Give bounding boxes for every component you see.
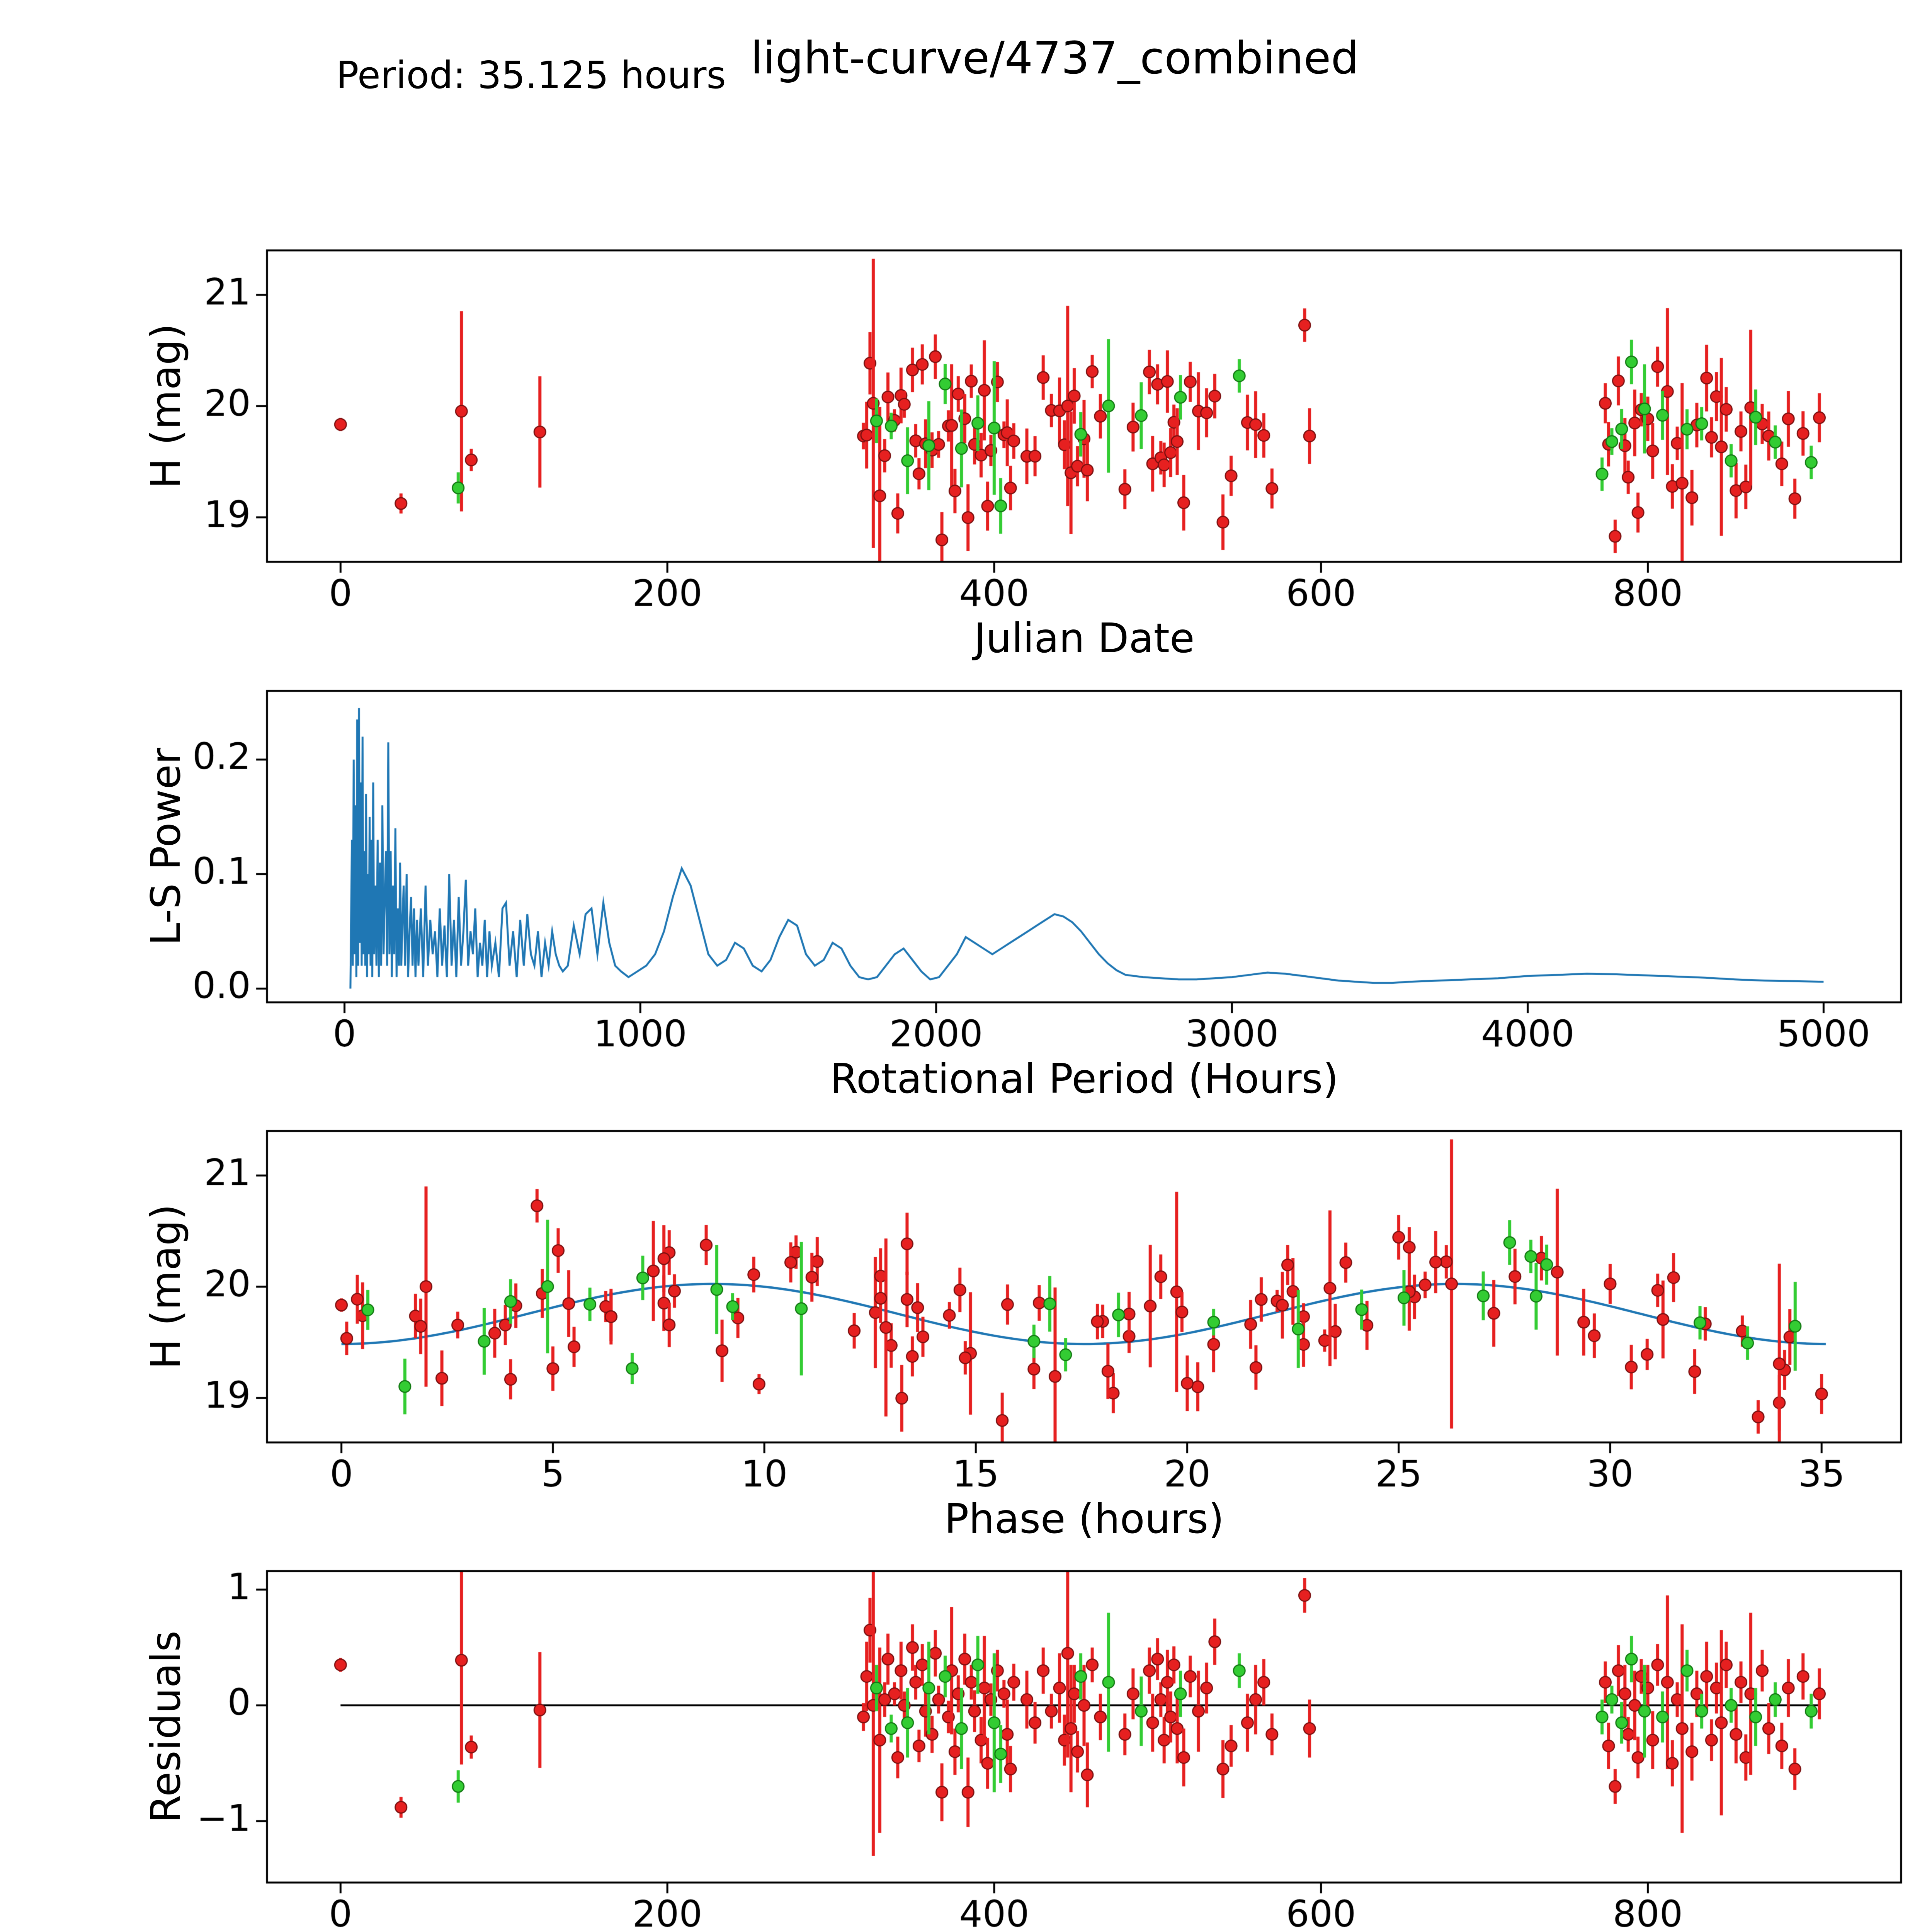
panel2-xlabel: Rotational Period (Hours): [830, 1055, 1339, 1102]
panel3-xlabel: Phase (hours): [944, 1495, 1225, 1543]
panel2-ylabel: L-S Power: [142, 747, 190, 946]
panel3-ylabel: H (mag): [142, 1204, 190, 1369]
panel1-ylabel: H (mag): [142, 323, 190, 489]
figure-title: light-curve/4737_combined: [750, 32, 1359, 84]
panel4-ylabel: Residuals: [142, 1630, 190, 1823]
period-annotation: Period: 35.125 hours: [336, 53, 726, 97]
panel1-xlabel: Julian Date: [974, 615, 1195, 662]
